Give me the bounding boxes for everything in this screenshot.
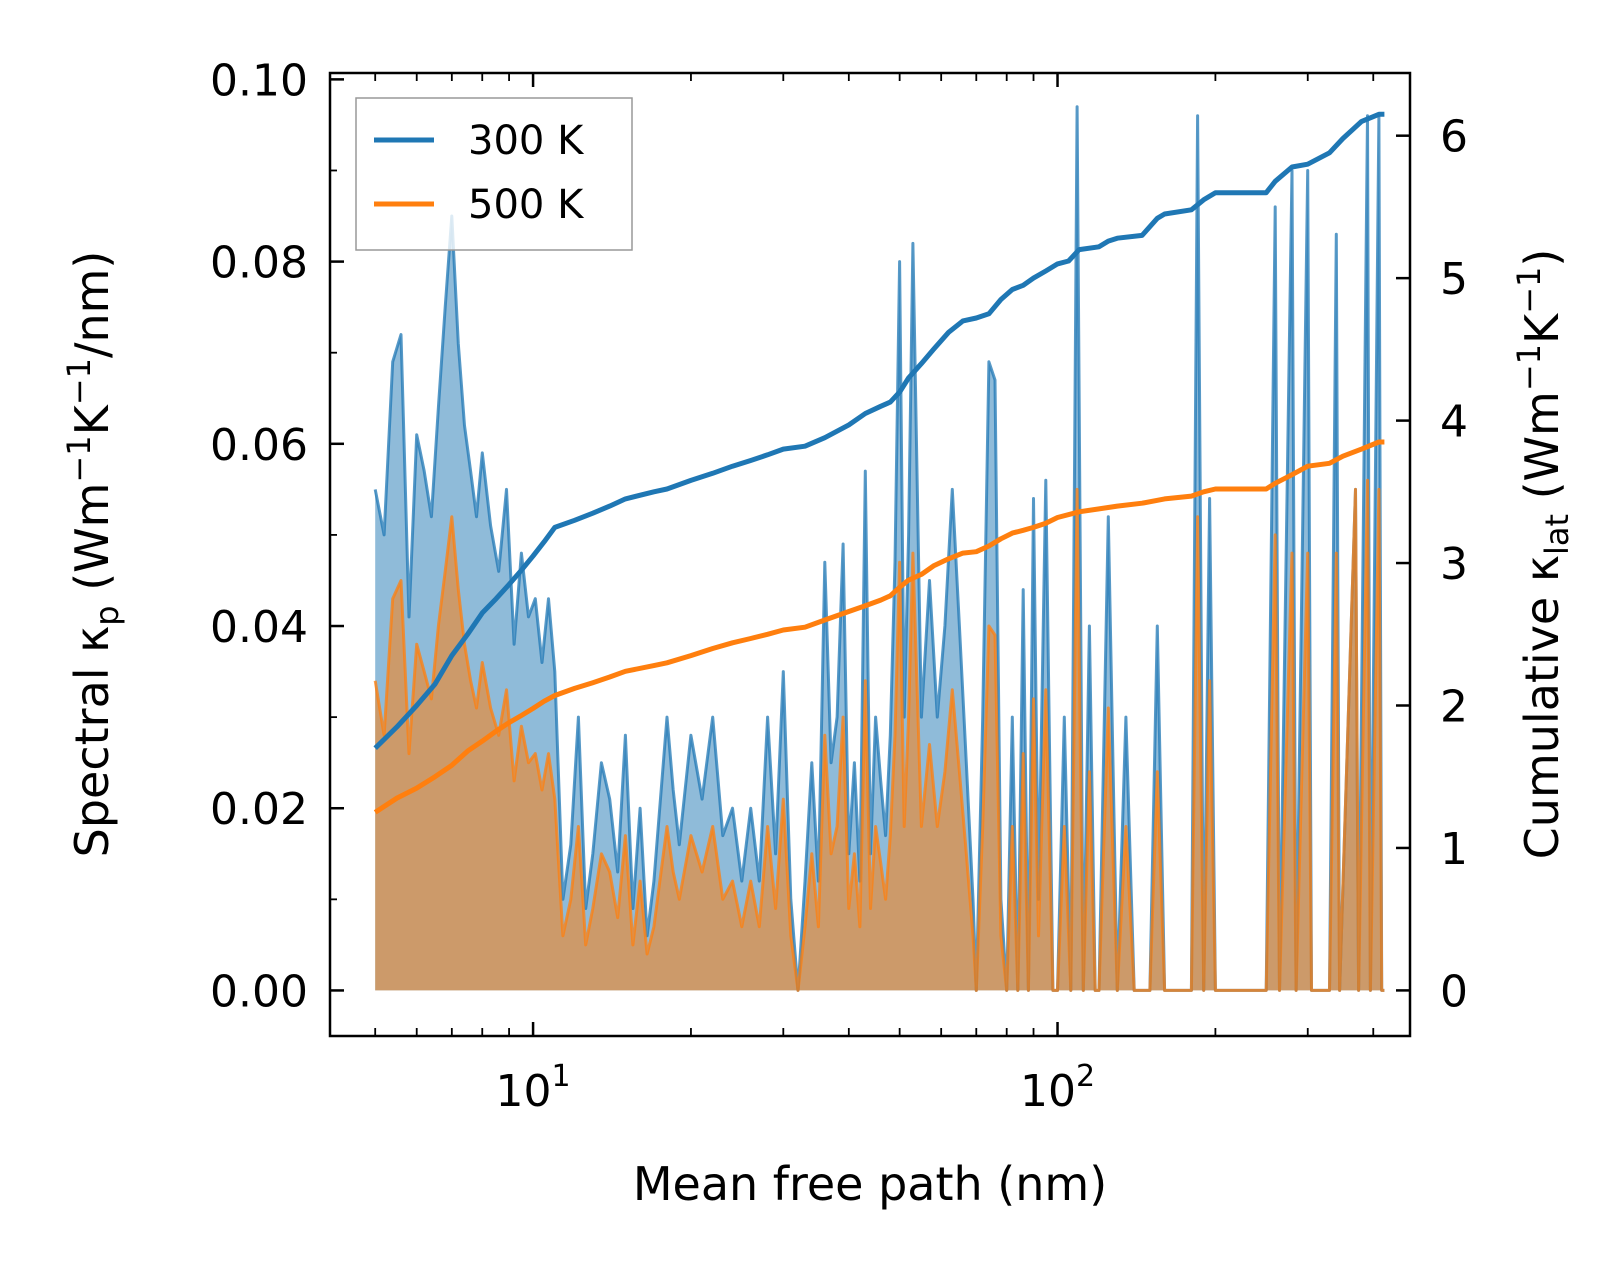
legend-label-500k: 500 K xyxy=(468,182,585,228)
legend: 300 K 500 K xyxy=(355,97,633,251)
left-y-axis-label: Spectral κp (Wm−1K−1/nm) xyxy=(60,251,126,858)
right-y-tick-label: 4 xyxy=(1440,397,1468,448)
right-y-tick-label: 5 xyxy=(1440,254,1468,305)
right-y-axis-label: Cumulative κlat (Wm−1K−1) xyxy=(1510,249,1576,860)
left-y-tick-label: 0.02 xyxy=(210,784,308,835)
right-y-tick-label: 1 xyxy=(1440,824,1468,875)
spectral-line-300k xyxy=(373,105,1385,992)
right-y-tick-label: 3 xyxy=(1440,539,1468,590)
plot-frame xyxy=(328,71,1412,1038)
legend-label-300k: 300 K xyxy=(468,118,585,164)
left-y-tick-label: 0.08 xyxy=(210,238,308,289)
legend-frame xyxy=(355,97,633,251)
x-tick-label: 101 xyxy=(496,1059,571,1117)
spectral-line-500k xyxy=(373,478,1385,992)
right-y-tick-label: 0 xyxy=(1440,966,1468,1017)
left-y-tick-label: 0.00 xyxy=(210,966,308,1017)
left-y-tick-label: 0.04 xyxy=(210,602,308,653)
right-y-tick-label: 6 xyxy=(1440,112,1468,163)
cumulative-line-300k xyxy=(373,111,1385,750)
cumulative-line-500k xyxy=(373,439,1385,815)
x-tick-label: 102 xyxy=(1020,1059,1095,1117)
spectral-area-500k xyxy=(375,480,1385,991)
left-y-tick-label: 0.06 xyxy=(210,420,308,471)
tick-label-layer: 0.00 0.02 0.04 0.06 0.08 0.10 0 1 2 3 4 5 6 101 102 xyxy=(210,55,1468,1117)
x-axis-label: Mean free path (nm) xyxy=(633,1157,1107,1211)
line-layer xyxy=(373,105,1385,992)
left-y-tick-label: 0.10 xyxy=(210,55,308,106)
right-y-tick-label: 2 xyxy=(1440,682,1468,733)
tick-layer xyxy=(330,73,1410,1036)
